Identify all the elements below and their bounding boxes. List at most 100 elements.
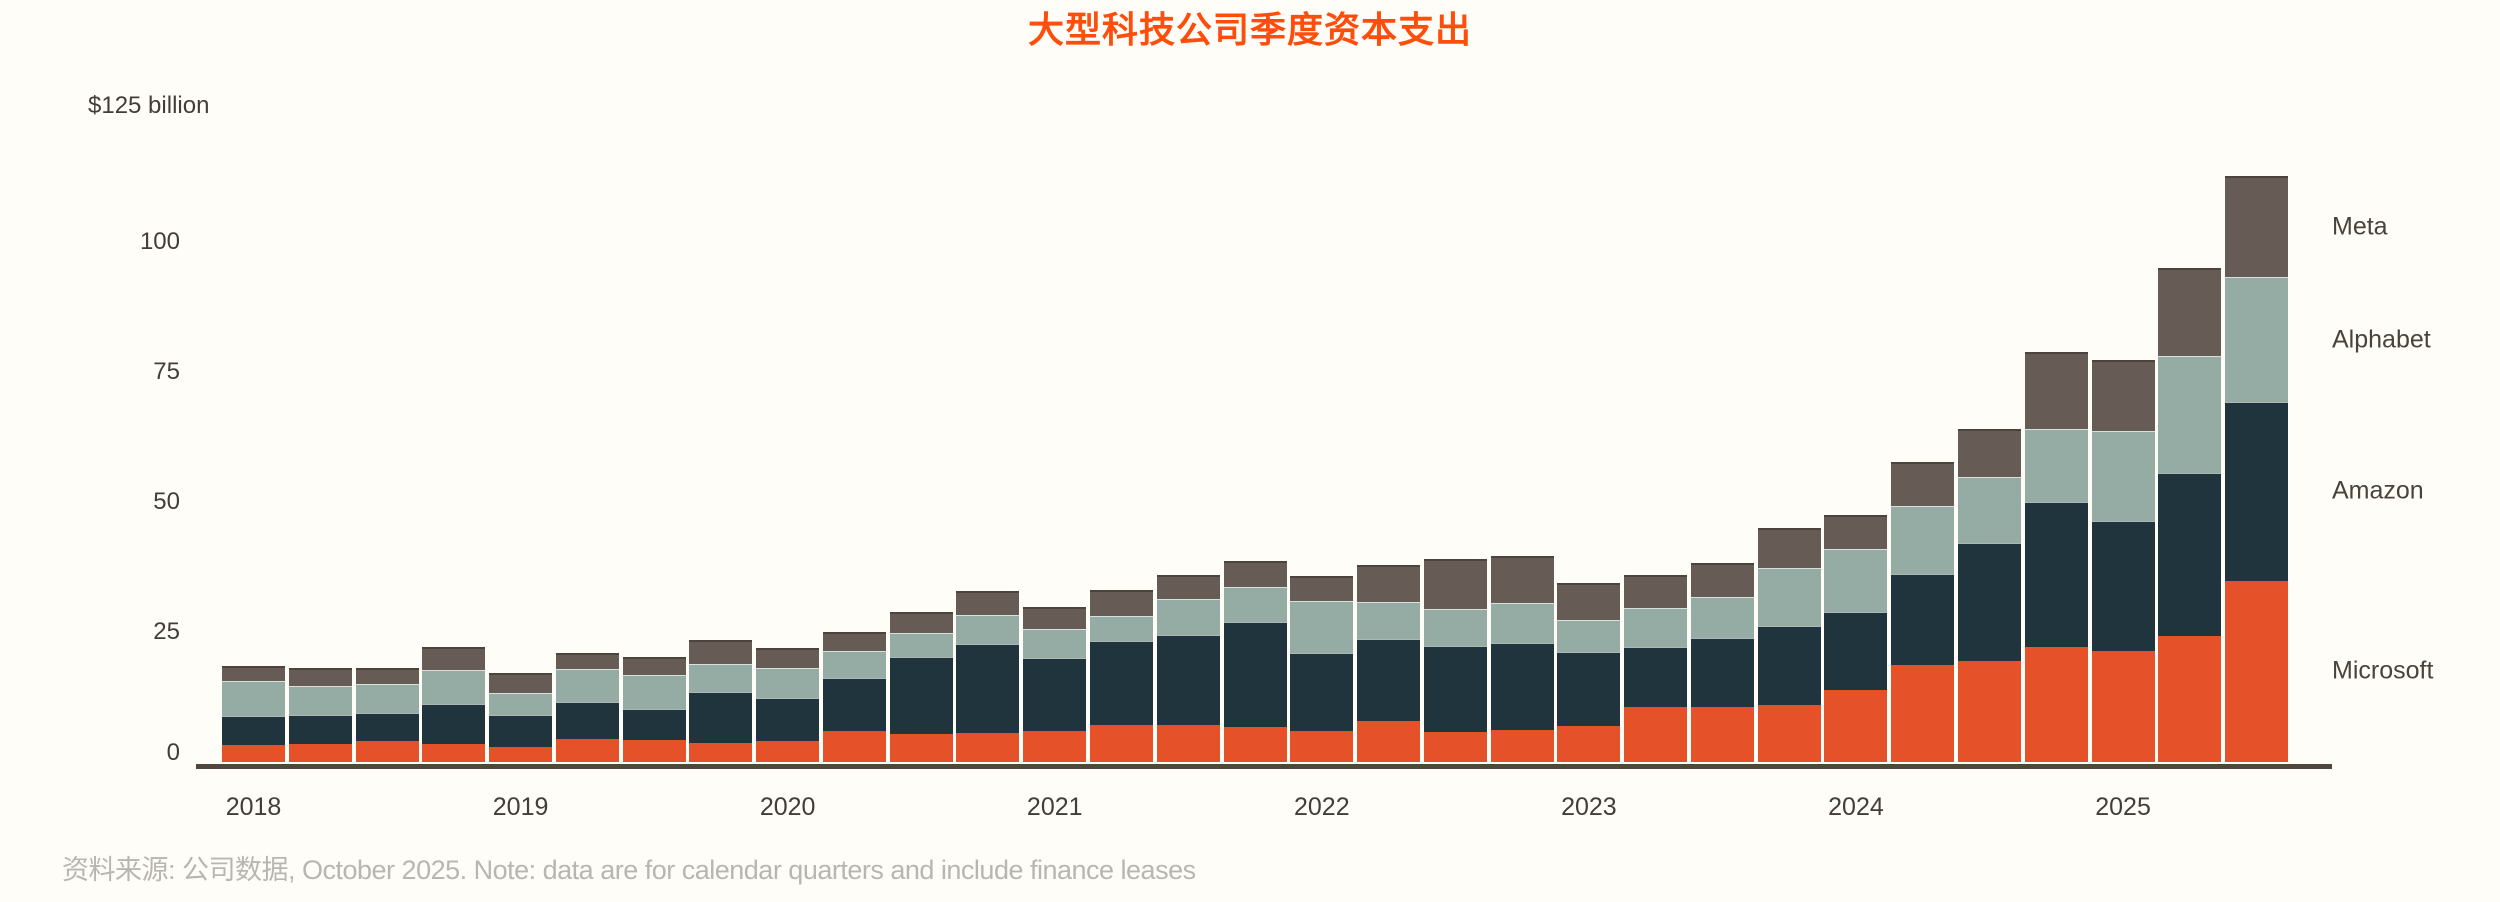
bar-segment-microsoft-2024-Q2 <box>1891 665 1955 762</box>
bar-segment-amazon-2019-Q2 <box>555 701 619 739</box>
bar-segment-amazon-2021-Q3 <box>1156 635 1220 726</box>
bar-segment-alphabet-2023-Q3 <box>1690 596 1754 639</box>
bar-segment-amazon-2022-Q3 <box>1423 645 1487 732</box>
bar-segment-amazon-2019-Q3 <box>622 709 686 741</box>
bar-segment-amazon-2025-Q3 <box>2225 402 2289 581</box>
bar-segment-alphabet-2024-Q3 <box>1958 476 2022 544</box>
bar-segment-meta-2023-Q3 <box>1690 562 1754 597</box>
bar-segment-meta-2024-Q3 <box>1958 428 2022 477</box>
bar-segment-meta-2023-Q4 <box>1757 528 1821 569</box>
bar-segment-alphabet-2018-Q3 <box>355 684 419 713</box>
bar-segment-amazon-2021-Q2 <box>1090 640 1153 726</box>
bar-segment-microsoft-2018-Q2 <box>288 743 352 762</box>
bar-segment-meta-2024-Q2 <box>1891 462 1955 506</box>
bar-segment-alphabet-2021-Q4 <box>1223 586 1287 622</box>
y-tick-label-25: 25 <box>153 618 180 645</box>
bar-segment-microsoft-2019-Q4 <box>689 742 753 762</box>
bar-segment-microsoft-2019-Q1 <box>489 746 553 762</box>
bar-segment-microsoft-2025-Q1 <box>2091 650 2155 762</box>
bar-segment-meta-2025-Q3 <box>2225 176 2289 278</box>
bar-segment-microsoft-2024-Q1 <box>1824 689 1888 762</box>
bar-segment-amazon-2024-Q4 <box>2024 502 2088 647</box>
bar-segment-meta-2024-Q1 <box>1824 515 1888 550</box>
bar-segment-alphabet-2018-Q4 <box>422 669 486 705</box>
bar-segment-alphabet-2022-Q4 <box>1490 602 1554 643</box>
bar-segment-microsoft-2020-Q3 <box>889 733 953 762</box>
bar-segment-alphabet-2021-Q3 <box>1156 599 1220 636</box>
bar-segment-amazon-2025-Q1 <box>2091 520 2155 651</box>
bar-segment-microsoft-2021-Q3 <box>1156 725 1220 762</box>
bar-segment-meta-2022-Q3 <box>1423 559 1487 610</box>
legend-label-amazon: Amazon <box>2332 476 2424 505</box>
bar-segment-microsoft-2021-Q4 <box>1223 727 1287 762</box>
bar-segment-meta-2020-Q2 <box>822 632 886 651</box>
bar-segment-meta-2022-Q1 <box>1290 575 1354 602</box>
bar-segment-alphabet-2025-Q1 <box>2091 431 2155 521</box>
source-note: 资料来源: 公司数据, October 2025. Note: data are… <box>62 855 1196 885</box>
legend-label-microsoft: Microsoft <box>2332 656 2434 685</box>
bar-segment-alphabet-2019-Q1 <box>489 693 553 716</box>
bar-segment-amazon-2018-Q4 <box>422 704 486 744</box>
bar-segment-meta-2020-Q4 <box>956 591 1020 616</box>
bar-segment-alphabet-2024-Q1 <box>1824 549 1888 612</box>
bar-segment-alphabet-2019-Q4 <box>689 664 753 692</box>
bar-segment-microsoft-2019-Q3 <box>622 740 686 762</box>
x-year-label-2023: 2023 <box>1561 793 1617 821</box>
bar-segment-meta-2025-Q1 <box>2091 360 2155 432</box>
bar-segment-alphabet-2020-Q1 <box>756 667 820 698</box>
bar-segment-amazon-2020-Q2 <box>822 678 886 731</box>
x-year-label-2020: 2020 <box>759 793 816 821</box>
x-year-label-2024: 2024 <box>1828 793 1884 821</box>
bar-segment-amazon-2025-Q2 <box>2158 472 2222 637</box>
bar-segment-microsoft-2022-Q4 <box>1490 730 1554 762</box>
bar-segment-meta-2024-Q4 <box>2024 352 2088 429</box>
legend-label-alphabet: Alphabet <box>2332 325 2431 354</box>
bar-segment-amazon-2022-Q1 <box>1290 653 1354 731</box>
bar-segment-microsoft-2021-Q1 <box>1023 731 1087 762</box>
bar-segment-alphabet-2018-Q1 <box>222 681 285 717</box>
bar-segment-microsoft-2018-Q1 <box>222 745 285 762</box>
bar-segment-amazon-2024-Q1 <box>1824 611 1888 690</box>
bar-segment-meta-2019-Q1 <box>489 672 553 694</box>
bar-segment-alphabet-2023-Q2 <box>1624 607 1688 648</box>
bar-segment-amazon-2020-Q3 <box>889 656 953 734</box>
x-year-label-2021: 2021 <box>1026 793 1083 821</box>
bar-segment-microsoft-2020-Q4 <box>956 732 1020 762</box>
bar-segment-amazon-2022-Q2 <box>1357 638 1421 722</box>
bar-segment-alphabet-2020-Q4 <box>956 615 1020 644</box>
bar-segment-alphabet-2020-Q2 <box>822 650 886 679</box>
x-axis-line <box>196 764 2332 769</box>
bar-segment-alphabet-2025-Q3 <box>2225 277 2289 403</box>
x-year-label-2018: 2018 <box>225 793 282 821</box>
bar-segment-microsoft-2019-Q2 <box>555 738 619 762</box>
bar-segment-microsoft-2023-Q1 <box>1557 726 1621 762</box>
bar-segment-microsoft-2023-Q4 <box>1757 704 1821 762</box>
bar-segment-meta-2019-Q3 <box>622 656 686 676</box>
bar-segment-microsoft-2022-Q1 <box>1290 730 1354 762</box>
bar-segment-meta-2022-Q4 <box>1490 556 1554 603</box>
bar-segment-alphabet-2024-Q2 <box>1891 505 1955 575</box>
bar-segment-meta-2021-Q3 <box>1156 574 1220 600</box>
bar-segment-microsoft-2022-Q2 <box>1357 721 1421 762</box>
bar-segment-meta-2021-Q1 <box>1023 607 1087 630</box>
bar-segment-meta-2025-Q2 <box>2158 268 2222 357</box>
bar-segment-alphabet-2022-Q1 <box>1290 601 1354 654</box>
bar-segment-alphabet-2018-Q2 <box>288 685 352 715</box>
bar-segment-alphabet-2019-Q3 <box>622 675 686 710</box>
bar-segment-amazon-2018-Q3 <box>355 712 419 742</box>
y-tick-label-50: 50 <box>153 488 180 515</box>
y-tick-label-0: 0 <box>166 739 180 766</box>
bar-segment-microsoft-2021-Q2 <box>1090 725 1153 762</box>
bar-segment-alphabet-2024-Q4 <box>2024 428 2088 502</box>
bar-segment-microsoft-2022-Q3 <box>1423 731 1487 762</box>
bar-segment-alphabet-2023-Q1 <box>1557 619 1621 653</box>
bar-segment-meta-2023-Q2 <box>1624 575 1688 608</box>
bar-segment-alphabet-2022-Q2 <box>1357 601 1421 639</box>
bar-segment-microsoft-2020-Q1 <box>756 740 820 762</box>
bar-segment-amazon-2021-Q1 <box>1023 658 1087 732</box>
bar-segment-alphabet-2023-Q4 <box>1757 568 1821 626</box>
bar-segment-meta-2018-Q4 <box>422 646 486 670</box>
x-year-label-2022: 2022 <box>1294 793 1350 821</box>
bar-segment-amazon-2019-Q4 <box>689 691 753 743</box>
y-tick-label-100: 100 <box>139 228 180 255</box>
